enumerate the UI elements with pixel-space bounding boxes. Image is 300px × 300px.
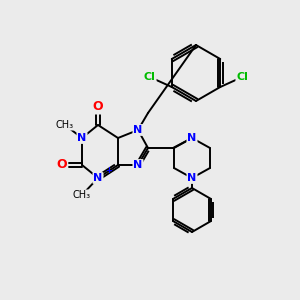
Text: N: N: [77, 133, 87, 143]
Text: N: N: [93, 173, 103, 183]
Text: N: N: [188, 173, 196, 183]
Text: N: N: [134, 160, 142, 170]
Text: O: O: [57, 158, 67, 172]
Text: CH₃: CH₃: [56, 120, 74, 130]
Text: N: N: [134, 125, 142, 135]
Text: N: N: [188, 133, 196, 143]
Text: CH₃: CH₃: [73, 190, 91, 200]
Text: Cl: Cl: [144, 72, 156, 82]
Text: Cl: Cl: [236, 72, 248, 82]
Text: O: O: [93, 100, 103, 113]
Text: +: +: [105, 166, 112, 175]
